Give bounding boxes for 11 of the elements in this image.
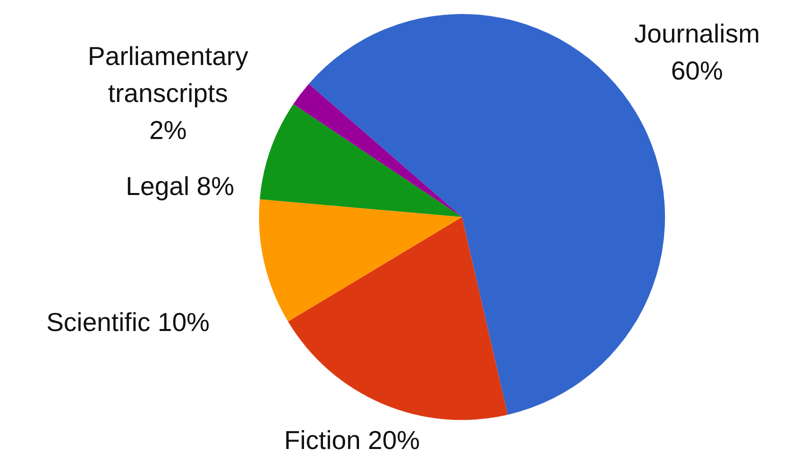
pie-slice (260, 104, 462, 217)
pie-slice (293, 84, 462, 217)
slice-label: Fiction 20% (284, 425, 420, 455)
data-label: 60% (670, 56, 724, 86)
slice-label: Journalism (634, 18, 760, 48)
pie-slice (288, 217, 508, 420)
slice-label: Parliamentary transcripts (88, 41, 248, 108)
pie-slice (259, 199, 462, 322)
data-label: 2% (149, 115, 187, 145)
slice-label: Scientific 10% (46, 307, 210, 337)
slice-label: Legal 8% (126, 171, 234, 201)
